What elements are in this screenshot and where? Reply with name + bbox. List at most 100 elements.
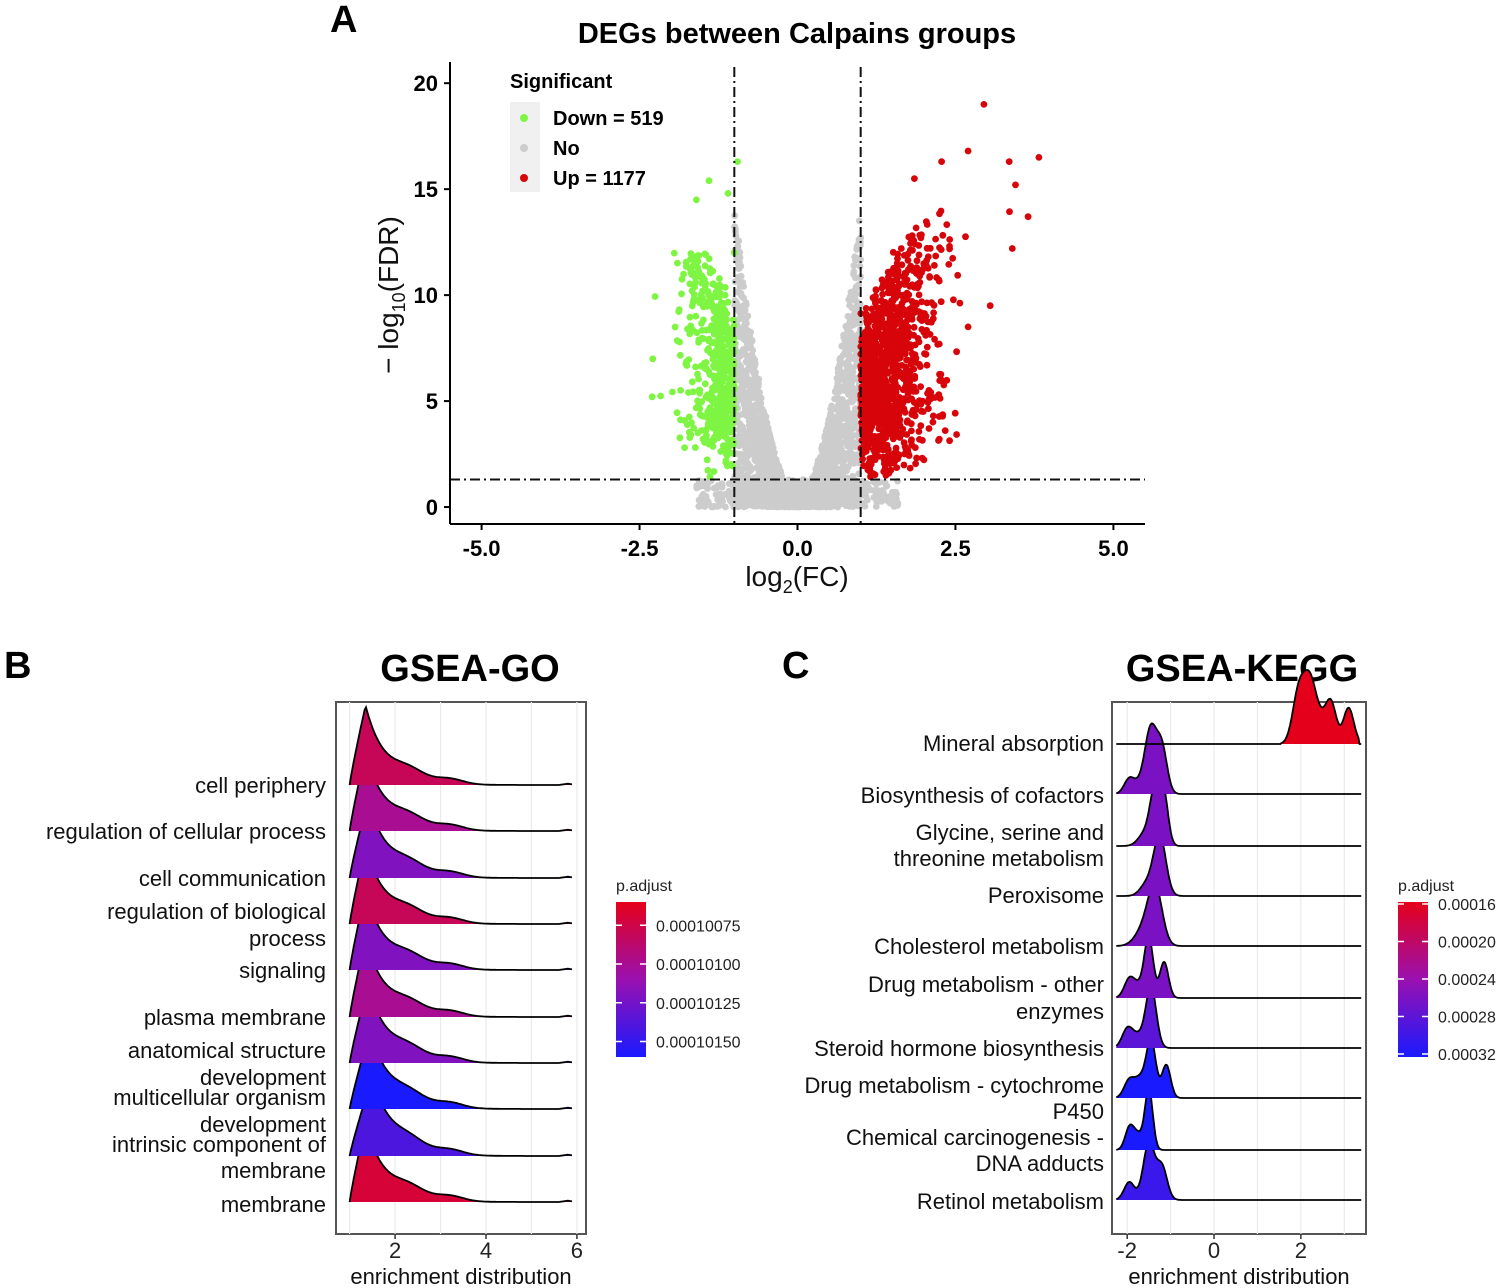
y-title-sub: 10: [389, 292, 409, 312]
point-not-significant: [756, 405, 764, 413]
point-up: [894, 255, 901, 262]
point-up: [876, 318, 884, 326]
point-down: [710, 399, 718, 407]
point-down: [673, 409, 681, 417]
gsea-go-ridge-fill: [349, 707, 572, 785]
point-up: [879, 290, 886, 298]
point-not-significant: [744, 465, 752, 473]
point-not-significant: [742, 315, 750, 323]
legend-swatch-no: [520, 144, 528, 152]
point-up: [924, 253, 932, 261]
gsea-kegg-colorbar: p.adjust 0.000160.000200.000240.000280.0…: [1398, 878, 1496, 1064]
point-not-significant: [693, 484, 701, 492]
point-up: [861, 412, 869, 420]
point-not-significant: [765, 483, 773, 490]
point-not-significant: [702, 493, 710, 500]
gsea-kegg-category-label: P450: [1053, 1099, 1104, 1124]
point-up: [906, 464, 914, 472]
point-not-significant: [820, 479, 827, 487]
point-down: [703, 456, 711, 464]
point-up: [919, 408, 927, 415]
gsea-go-colorbar-tick-label: 0.00010125: [656, 996, 741, 1013]
volcano-title: DEGs between Calpains groups: [578, 18, 1016, 50]
point-up: [859, 455, 866, 463]
point-not-significant: [840, 457, 848, 465]
point-not-significant: [840, 384, 847, 392]
point-down: [693, 329, 701, 337]
gsea-kegg-category-label: Drug metabolism - cytochrome: [804, 1073, 1104, 1098]
point-not-significant: [837, 428, 844, 435]
point-up: [919, 397, 926, 405]
point-not-significant: [838, 408, 845, 416]
point-up: [949, 254, 957, 262]
point-not-significant: [841, 348, 849, 356]
point-not-significant: [840, 490, 848, 498]
gsea-kegg-ridge-outline: [1116, 1086, 1362, 1151]
point-up: [917, 422, 925, 430]
point-up: [875, 309, 883, 317]
point-not-significant: [722, 503, 729, 511]
point-up: [889, 248, 897, 256]
point-up: [864, 421, 871, 429]
point-up: [930, 301, 938, 309]
point-not-significant: [790, 503, 798, 511]
point-down: [678, 275, 686, 283]
point-not-significant: [734, 242, 742, 250]
point-not-significant: [704, 485, 711, 492]
point-down: [695, 268, 703, 276]
gsea-go-category-label: membrane: [221, 1158, 326, 1183]
point-up: [869, 294, 877, 302]
point-up: [892, 374, 899, 382]
point-up: [893, 260, 901, 267]
point-down: [725, 381, 732, 389]
point-up: [863, 444, 871, 452]
point-not-significant: [847, 353, 854, 360]
x-title-sub: 2: [783, 577, 793, 597]
point-down: [702, 393, 710, 401]
point-up: [943, 221, 951, 229]
point-up: [884, 403, 891, 411]
point-not-significant: [841, 463, 849, 471]
point-not-significant: [745, 426, 753, 434]
point-up: [880, 338, 887, 346]
point-up: [886, 460, 894, 468]
point-not-significant: [736, 479, 743, 487]
point-not-significant: [836, 364, 843, 372]
point-down: [671, 323, 679, 331]
point-up: [905, 291, 913, 299]
point-up: [900, 311, 907, 318]
gsea-kegg-ridge-fill: [1116, 777, 1362, 846]
point-up: [892, 444, 900, 452]
point-not-significant: [872, 486, 880, 494]
point-not-significant: [749, 403, 757, 411]
point-up: [936, 377, 944, 384]
gsea-go-category-label: intrinsic component of: [112, 1132, 327, 1157]
point-up: [880, 302, 888, 310]
point-up: [900, 327, 908, 335]
gsea-kegg-category-label: Biosynthesis of cofactors: [861, 783, 1104, 808]
point-up: [986, 302, 994, 310]
point-not-significant: [747, 480, 755, 488]
point-up: [923, 221, 931, 228]
point-down: [717, 283, 725, 291]
point-down: [708, 295, 716, 302]
point-up: [911, 372, 919, 380]
point-down: [705, 177, 713, 185]
point-not-significant: [854, 318, 862, 326]
gsea-go-ridge-outline: [348, 936, 573, 1018]
point-up: [935, 435, 943, 443]
point-not-significant: [847, 436, 855, 444]
point-down: [703, 303, 711, 310]
point-up: [937, 371, 945, 378]
point-not-significant: [740, 489, 748, 497]
point-not-significant: [828, 447, 836, 455]
point-up: [912, 406, 920, 413]
point-not-significant: [821, 492, 829, 500]
gsea-go-ridge-fill: [349, 1077, 572, 1156]
point-not-significant: [827, 485, 835, 493]
point-down: [688, 302, 696, 310]
point-not-significant: [731, 297, 739, 304]
point-up: [913, 257, 921, 265]
point-up: [954, 271, 962, 279]
